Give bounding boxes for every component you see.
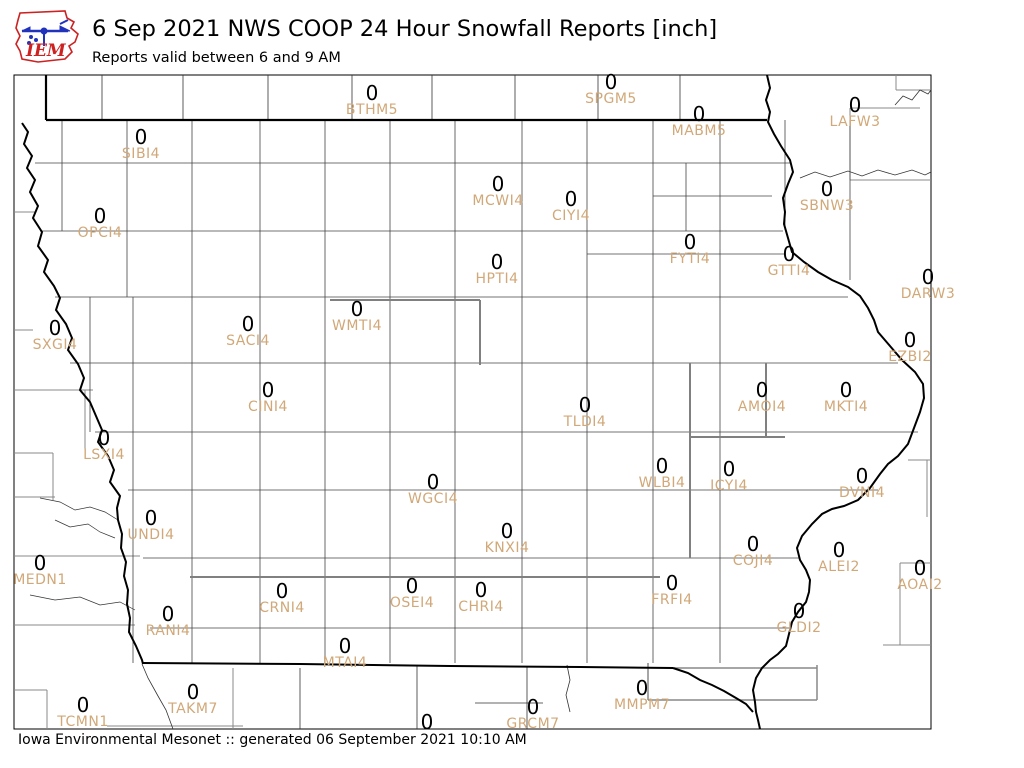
- map-frame: [13, 74, 932, 730]
- mo-county-lines-gray: [647, 663, 818, 701]
- des-moines-river-border: [672, 667, 754, 713]
- upper-mississippi-squiggle: [894, 89, 932, 106]
- ne-river-lines: [29, 497, 136, 611]
- page-subtitle: Reports valid between 6 and 9 AM: [92, 50, 341, 66]
- footer-credit: Iowa Environmental Mesonet :: generated …: [18, 732, 527, 748]
- sd-ne-county-lines: [14, 211, 243, 729]
- mississippi-river-border: [751, 74, 926, 730]
- mo-county-lines: [141, 663, 571, 730]
- logo-weathervane-icon: [21, 19, 71, 46]
- iowa-district-lines: [190, 299, 785, 578]
- wisconsin-river: [799, 169, 932, 179]
- logo-text: IEM: [25, 41, 67, 61]
- mn-county-lines: [101, 75, 681, 119]
- iowa-county-grid: [35, 120, 918, 663]
- missouri-river-border: [21, 122, 144, 665]
- south-border: [142, 662, 674, 669]
- iem-logo: IEM: [15, 10, 79, 63]
- state-borders: [21, 74, 926, 730]
- page-title: 6 Sep 2021 NWS COOP 24 Hour Snowfall Rep…: [92, 16, 718, 42]
